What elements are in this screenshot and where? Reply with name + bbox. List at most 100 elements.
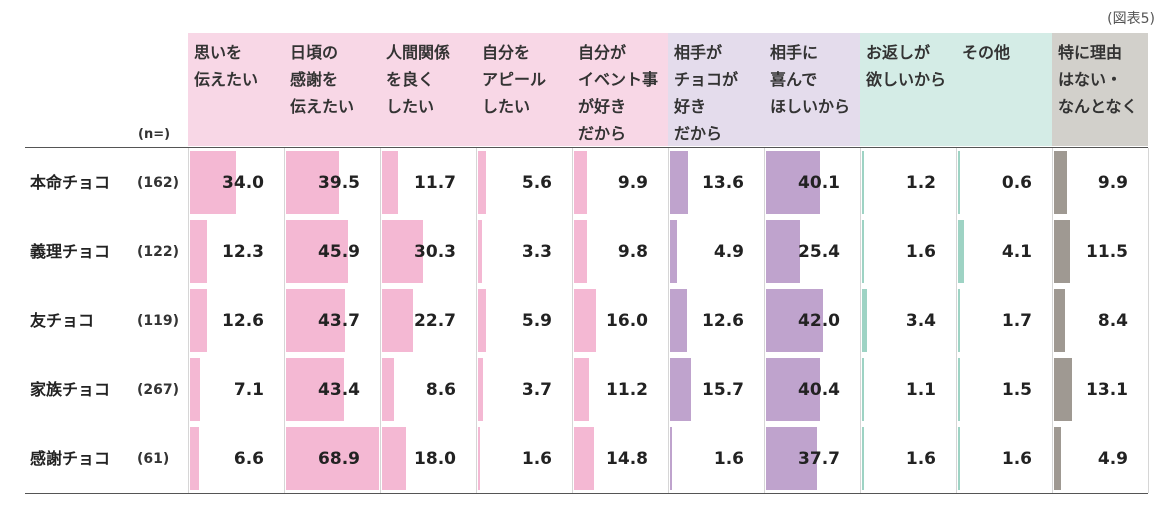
data-label: 30.3 [414, 241, 456, 262]
data-label: 1.6 [905, 241, 936, 262]
table-bottom-rule [25, 493, 1148, 494]
data-label: 1.6 [521, 448, 552, 469]
row-sample-size: (267) [137, 381, 180, 398]
data-label: 11.5 [1086, 241, 1128, 262]
data-label: 25.4 [798, 241, 840, 262]
bar [574, 358, 590, 421]
data-label: 16.0 [606, 310, 648, 331]
data-label: 22.7 [414, 310, 456, 331]
data-label: 0.6 [1001, 172, 1032, 193]
data-label: 1.1 [905, 379, 936, 400]
bar [382, 151, 398, 214]
bar [478, 220, 483, 283]
data-label: 40.4 [798, 379, 840, 400]
column-header-8: お返しが 欲しいから [860, 33, 956, 146]
data-label: 8.6 [425, 379, 456, 400]
data-label: 18.0 [414, 448, 456, 469]
bar [670, 289, 687, 352]
data-label: 15.7 [702, 379, 744, 400]
column-divider [764, 148, 765, 493]
bar [862, 220, 865, 283]
bar [478, 427, 481, 490]
bar [190, 289, 207, 352]
data-label: 45.9 [318, 241, 360, 262]
bar [1054, 151, 1068, 214]
bar [862, 358, 864, 421]
bar [382, 358, 394, 421]
bar [766, 427, 817, 490]
row-sample-size: (162) [137, 174, 180, 191]
data-label: 13.1 [1086, 379, 1128, 400]
figure-label: (図表5) [1107, 11, 1155, 27]
bar [574, 220, 588, 283]
bar [286, 289, 345, 352]
bar [766, 220, 801, 283]
bar [862, 427, 865, 490]
data-label: 1.7 [1001, 310, 1032, 331]
column-divider [380, 148, 381, 493]
row-label: 感謝チョコ [30, 448, 111, 468]
bar [478, 358, 483, 421]
data-label: 5.9 [521, 310, 552, 331]
bar [478, 151, 486, 214]
data-label: 3.4 [905, 310, 936, 331]
data-label: 42.0 [798, 310, 840, 331]
row-label: 本命チョコ [30, 172, 111, 192]
bar [286, 427, 379, 490]
column-header-1: 思いを 伝えたい [188, 33, 284, 146]
data-label: 4.9 [1097, 448, 1128, 469]
bar [286, 220, 348, 283]
column-divider [860, 148, 861, 493]
column-divider [572, 148, 573, 493]
data-label: 1.6 [713, 448, 744, 469]
data-label: 4.9 [713, 241, 744, 262]
bar [862, 289, 867, 352]
column-header-7: 相手に 喜んで ほしいから [764, 33, 860, 146]
bar [670, 220, 677, 283]
data-label: 43.7 [318, 310, 360, 331]
column-header-9: その他 [956, 33, 1052, 146]
data-label: 13.6 [702, 172, 744, 193]
column-divider [284, 148, 285, 493]
column-header-2: 日頃の 感謝を 伝えたい [284, 33, 380, 146]
bar [958, 289, 961, 352]
table-top-rule [25, 147, 1148, 148]
bar [382, 289, 413, 352]
column-header-10: 特に理由 はない・ なんとなく [1052, 33, 1148, 146]
bar [958, 427, 961, 490]
data-label: 9.9 [1097, 172, 1128, 193]
data-label: 7.1 [233, 379, 264, 400]
column-divider [188, 148, 189, 493]
column-divider [476, 148, 477, 493]
data-label: 1.6 [905, 448, 936, 469]
data-label: 9.9 [617, 172, 648, 193]
column-divider [956, 148, 957, 493]
data-label: 5.6 [521, 172, 552, 193]
data-label: 39.5 [318, 172, 360, 193]
data-label: 37.7 [798, 448, 840, 469]
data-label: 4.1 [1001, 241, 1032, 262]
data-label: 9.8 [617, 241, 648, 262]
bar [286, 358, 345, 421]
n-column-header: (n=) [138, 127, 171, 142]
data-label: 14.8 [606, 448, 648, 469]
data-label: 12.6 [702, 310, 744, 331]
bar [574, 151, 588, 214]
data-label: 34.0 [222, 172, 264, 193]
bar [190, 220, 207, 283]
column-header-5: 自分が イベント事 が好き だから [572, 33, 668, 146]
bar [958, 151, 960, 214]
bar [382, 427, 407, 490]
data-label: 12.6 [222, 310, 264, 331]
data-label: 68.9 [318, 448, 360, 469]
bar [574, 289, 596, 352]
bar [1054, 427, 1061, 490]
column-header-4: 自分を アピール したい [476, 33, 572, 146]
bar [478, 289, 486, 352]
data-label: 12.3 [222, 241, 264, 262]
data-label: 43.4 [318, 379, 360, 400]
column-header-3: 人間関係 を良く したい [380, 33, 476, 146]
data-label: 3.3 [521, 241, 552, 262]
bar [958, 358, 961, 421]
bar [574, 427, 594, 490]
